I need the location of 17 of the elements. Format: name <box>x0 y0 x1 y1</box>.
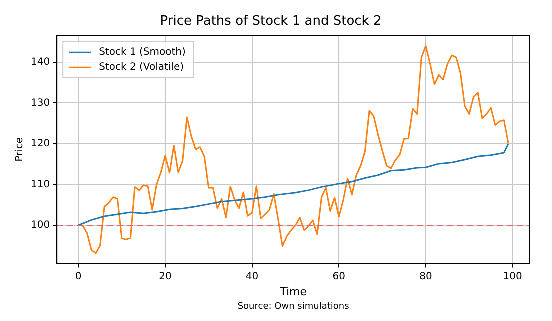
chart-title: Price Paths of Stock 1 and Stock 2 <box>160 14 382 30</box>
x-tick-label: 0 <box>75 271 82 282</box>
y-tick-label: 110 <box>30 179 50 190</box>
x-tick-label: 40 <box>246 271 259 282</box>
y-tick-label: 130 <box>30 98 50 109</box>
legend-label: Stock 1 (Smooth) <box>99 47 186 58</box>
x-axis-title: Time <box>279 285 308 298</box>
x-tick-label: 60 <box>332 271 346 282</box>
x-tick-label: 20 <box>159 271 172 282</box>
y-tick-label: 120 <box>30 138 50 150</box>
y-axis-title: Price <box>14 137 26 162</box>
y-tick-label: 100 <box>30 220 50 232</box>
source-note: Source: Own simulations <box>238 302 350 312</box>
x-tick-label: 100 <box>503 271 522 282</box>
legend-label: Stock 2 (Volatile) <box>99 62 184 74</box>
x-tick-label: 80 <box>420 271 432 282</box>
y-tick-label: 140 <box>30 57 50 68</box>
